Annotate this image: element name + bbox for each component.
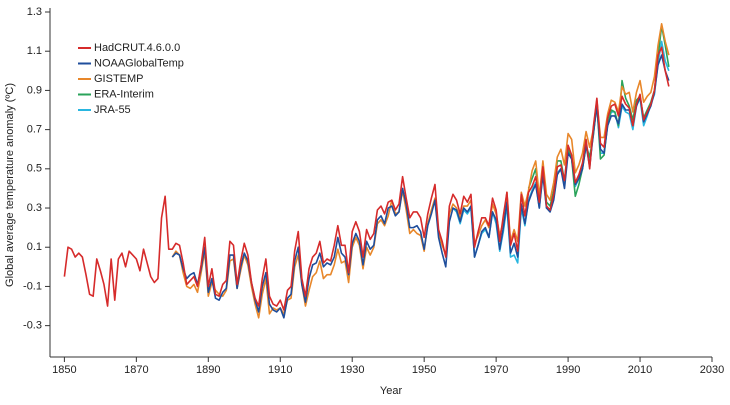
x-tick-label: 1870 bbox=[124, 364, 148, 376]
x-tick-label: 2030 bbox=[700, 364, 724, 376]
x-tick-label: 1910 bbox=[268, 364, 292, 376]
legend-label: ERA-Interim bbox=[94, 88, 154, 100]
y-tick-label: 1.1 bbox=[27, 45, 42, 57]
y-tick-label: 0.3 bbox=[27, 202, 42, 214]
y-tick-label: 0.9 bbox=[27, 84, 42, 96]
x-tick-label: 1850 bbox=[52, 364, 76, 376]
y-tick-label: 0.7 bbox=[27, 124, 42, 136]
y-tick-label: -0.1 bbox=[23, 280, 42, 292]
y-tick-label: 0.5 bbox=[27, 163, 42, 175]
x-tick-label: 1930 bbox=[340, 364, 364, 376]
legend-label: HadCRUT.4.6.0.0 bbox=[94, 42, 180, 54]
series-line bbox=[171, 54, 670, 319]
y-tick-label: 1.3 bbox=[27, 6, 42, 18]
legend-label: GISTEMP bbox=[94, 73, 144, 85]
legend: HadCRUT.4.6.0.0 NOAAGlobalTemp GISTEMP ERA-… bbox=[78, 42, 184, 116]
x-tick-label: 2010 bbox=[628, 364, 652, 376]
x-tick-label: 1970 bbox=[484, 364, 508, 376]
series-line bbox=[171, 22, 670, 319]
series-line bbox=[63, 46, 670, 311]
x-tick-label: 1990 bbox=[556, 364, 580, 376]
legend-label: JRA-55 bbox=[94, 104, 131, 116]
x-axis-label: Year bbox=[380, 385, 403, 397]
legend-label: NOAAGlobalTemp bbox=[94, 57, 184, 69]
y-tick-label: 0.1 bbox=[27, 241, 42, 253]
x-tick-label: 1890 bbox=[196, 364, 220, 376]
y-tick-label: -0.3 bbox=[23, 320, 42, 332]
x-tick-label: 1950 bbox=[412, 364, 436, 376]
y-axis-label: Global average temperature anomaly (ºC) bbox=[4, 83, 16, 287]
